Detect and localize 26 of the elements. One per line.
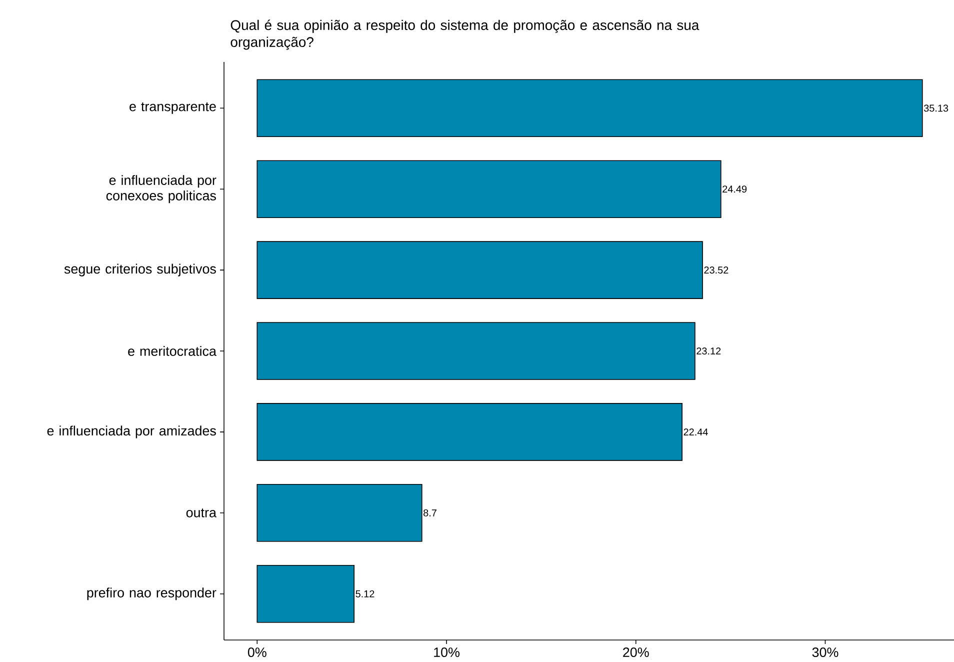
- bar: [256, 564, 354, 623]
- data-label: 22.44: [684, 428, 708, 436]
- x-tick-label: 0%: [248, 648, 266, 658]
- data-label: 5.12: [356, 590, 374, 598]
- bar: [256, 160, 722, 218]
- data-label: 35.13: [924, 104, 948, 112]
- chart-title: Qual é sua opinião a respeito do sistema de promoção e ascensão na sua organização?: [230, 20, 700, 50]
- y-tick-label: e transparente: [130, 102, 216, 114]
- data-label: 23.12: [696, 347, 721, 355]
- bar: [256, 322, 696, 380]
- bar: [256, 241, 703, 299]
- data-label: 23.52: [704, 266, 728, 274]
- y-tick-label: outra: [186, 508, 216, 518]
- y-tick-label: e influenciada por conexoes politicas: [106, 175, 216, 204]
- x-tick-label: 20%: [623, 648, 649, 658]
- data-label: 24.49: [722, 186, 747, 193]
- y-tick-label: prefiro nao responder: [87, 588, 216, 600]
- bar: [256, 484, 422, 542]
- y-tick-label: e influenciada por amizades: [47, 426, 216, 438]
- y-tick-label: segue criterios subjetivos: [64, 264, 216, 276]
- data-label: 8.7: [424, 509, 436, 516]
- x-tick-label: 30%: [812, 648, 838, 658]
- x-tick-label: 10%: [434, 648, 460, 658]
- bar: [256, 403, 682, 461]
- bar: [256, 79, 923, 138]
- y-tick-label: e meritocratica: [128, 346, 216, 356]
